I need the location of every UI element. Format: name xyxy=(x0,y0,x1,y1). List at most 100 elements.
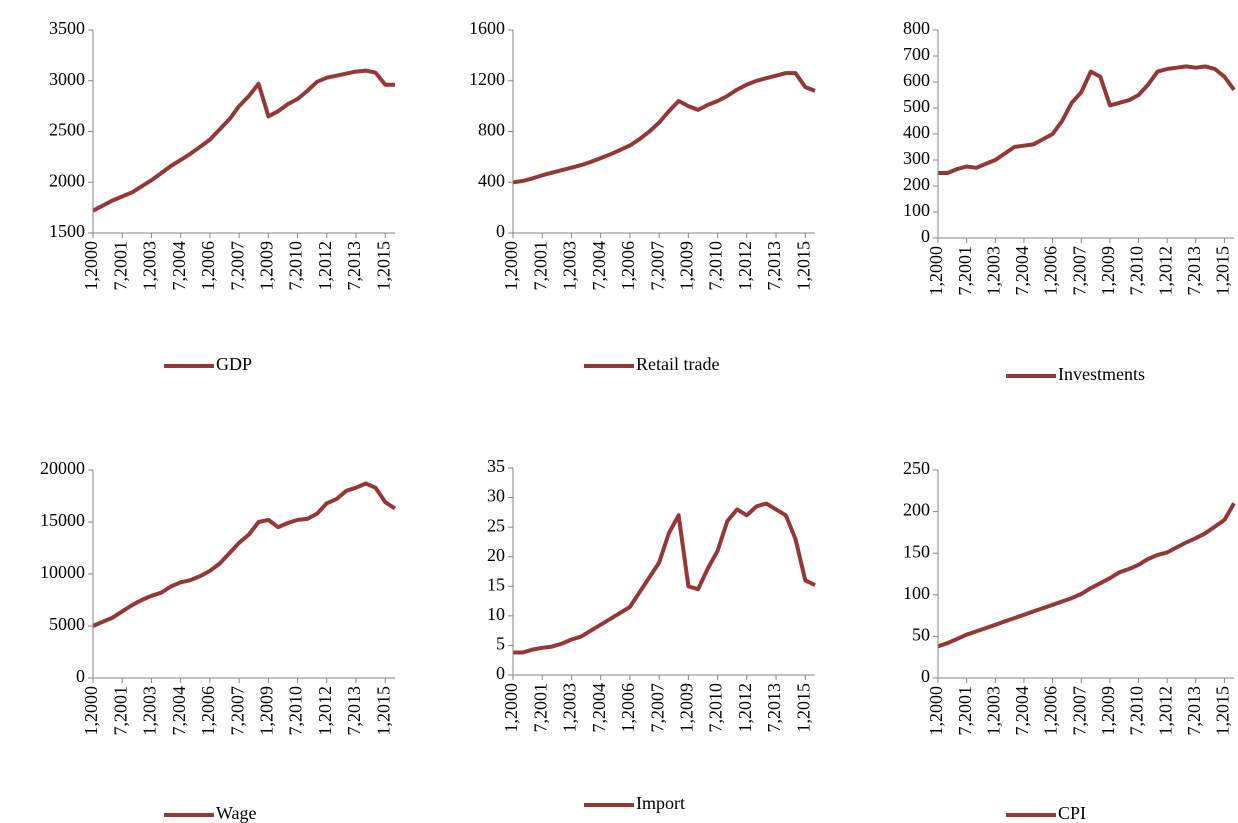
y-tick-label: 50 xyxy=(912,625,930,645)
x-tick-label: 1,2015 xyxy=(1213,246,1233,296)
x-tick-label: 7,2004 xyxy=(169,241,189,291)
x-tick-label: 1,2003 xyxy=(983,686,1003,736)
x-tick-label: 7,2001 xyxy=(530,683,550,733)
y-tick-label: 15000 xyxy=(40,510,85,530)
y-tick-label: 300 xyxy=(903,148,930,168)
y-tick-label: 3500 xyxy=(49,18,85,38)
y-tick-label: 10 xyxy=(487,604,505,624)
x-tick-label: 7,2013 xyxy=(344,686,364,736)
data-line xyxy=(92,481,397,628)
y-tick-label: 200 xyxy=(903,500,930,520)
y-tick-label: 1200 xyxy=(469,69,505,89)
y-tick-label: 600 xyxy=(903,70,930,90)
legend-label: Import xyxy=(636,793,685,813)
x-tick-label: 7,2013 xyxy=(764,241,784,291)
legend-label: Wage xyxy=(216,803,257,823)
legend-label: Retail trade xyxy=(636,354,719,374)
data-line xyxy=(938,64,1236,175)
legend-label: GDP xyxy=(216,354,252,374)
x-tick-label: 7,2013 xyxy=(344,241,364,291)
x-tick-label: 1,2006 xyxy=(618,241,638,291)
y-tick-label: 5 xyxy=(496,634,505,654)
x-tick-label: 7,2001 xyxy=(955,246,975,296)
x-tick-label: 1,2006 xyxy=(198,241,218,291)
x-tick-label: 1,2000 xyxy=(81,686,101,736)
chart-panel: Investments 0 100 200 300 400 500 600 700 800 1,20… xyxy=(903,18,1236,384)
x-tick-label: 1,2000 xyxy=(81,241,101,291)
chart-panel: Wage 0 5000 10000 15000 20000 1,2000 7,2001 1,20… xyxy=(40,458,397,823)
chart-panel: Retail trade 0 400 800 1200 1600 1,2000 7,2001 1… xyxy=(469,18,816,374)
x-tick-label: 7,2013 xyxy=(1184,686,1204,736)
x-tick-label: 7,2007 xyxy=(647,683,667,733)
x-tick-label: 1,2003 xyxy=(140,241,160,291)
x-tick-label: 1,2012 xyxy=(735,241,755,291)
x-tick-label: 7,2010 xyxy=(706,683,726,733)
x-tick-label: 7,2010 xyxy=(706,241,726,291)
x-tick-label: 1,2003 xyxy=(140,686,160,736)
data-line xyxy=(513,501,816,655)
x-tick-label: 1,2012 xyxy=(1155,686,1175,736)
x-tick-label: 1,2009 xyxy=(256,241,276,291)
x-tick-label: 1,2006 xyxy=(198,686,218,736)
x-tick-label: 1,2003 xyxy=(560,683,580,733)
y-tick-label: 200 xyxy=(903,174,930,194)
y-tick-label: 0 xyxy=(496,221,505,241)
x-tick-label: 7,2007 xyxy=(227,241,247,291)
y-tick-label: 0 xyxy=(921,666,930,686)
y-tick-label: 20 xyxy=(487,545,505,565)
y-tick-label: 700 xyxy=(903,44,930,64)
y-tick-label: 35 xyxy=(487,456,505,476)
y-tick-label: 25 xyxy=(487,515,505,535)
legend-label: Investments xyxy=(1058,364,1145,384)
y-tick-label: 5000 xyxy=(49,614,85,634)
x-tick-label: 1,2015 xyxy=(373,241,393,291)
x-tick-label: 7,2001 xyxy=(110,686,130,736)
x-tick-label: 1,2000 xyxy=(501,683,521,733)
y-tick-label: 3000 xyxy=(49,69,85,89)
x-tick-label: 7,2013 xyxy=(764,683,784,733)
x-tick-label: 7,2010 xyxy=(286,241,306,291)
x-tick-label: 1,2009 xyxy=(256,686,276,736)
y-tick-label: 250 xyxy=(903,458,930,478)
data-line xyxy=(92,68,395,213)
y-tick-label: 15 xyxy=(487,574,505,594)
x-tick-label: 7,2001 xyxy=(110,241,130,291)
x-tick-label: 7,2013 xyxy=(1184,246,1204,296)
x-tick-label: 1,2006 xyxy=(1041,246,1061,296)
y-tick-label: 0 xyxy=(921,226,930,246)
chart-panel: Import 0 5 10 15 20 25 30 35 1,2000 7,2001 1,2003 7,… xyxy=(487,456,816,813)
data-line xyxy=(512,71,816,185)
x-tick-label: 7,2001 xyxy=(955,686,975,736)
x-tick-label: 1,2000 xyxy=(501,241,521,291)
y-tick-label: 800 xyxy=(478,120,505,140)
x-tick-label: 1,2003 xyxy=(560,241,580,291)
x-tick-label: 7,2004 xyxy=(169,686,189,736)
x-tick-label: 1,2000 xyxy=(926,246,946,296)
x-tick-label: 1,2000 xyxy=(926,686,946,736)
chart-panel: CPI 0 50 100 150 200 250 1,2000 7,2001 1,2003 7,20… xyxy=(903,458,1236,823)
x-tick-label: 1,2009 xyxy=(1098,686,1118,736)
x-tick-label: 1,2012 xyxy=(735,683,755,733)
y-tick-label: 100 xyxy=(903,200,930,220)
y-tick-label: 500 xyxy=(903,96,930,116)
legend-label: CPI xyxy=(1058,803,1086,823)
x-tick-label: 7,2004 xyxy=(589,241,609,291)
y-tick-label: 100 xyxy=(903,583,930,603)
x-tick-label: 7,2007 xyxy=(227,686,247,736)
x-tick-label: 1,2009 xyxy=(676,683,696,733)
x-tick-label: 1,2012 xyxy=(1155,246,1175,296)
x-tick-label: 1,2015 xyxy=(1213,686,1233,736)
x-tick-label: 1,2012 xyxy=(315,686,335,736)
x-tick-label: 7,2010 xyxy=(1127,246,1147,296)
y-tick-label: 800 xyxy=(903,18,930,38)
y-tick-label: 2000 xyxy=(49,170,85,190)
y-tick-label: 0 xyxy=(76,666,85,686)
x-tick-label: 1,2006 xyxy=(618,683,638,733)
y-tick-label: 400 xyxy=(478,170,505,190)
x-tick-label: 1,2015 xyxy=(373,686,393,736)
x-tick-label: 7,2010 xyxy=(286,686,306,736)
y-tick-label: 30 xyxy=(487,486,505,506)
y-tick-label: 10000 xyxy=(40,562,85,582)
x-tick-label: 7,2007 xyxy=(1069,246,1089,296)
